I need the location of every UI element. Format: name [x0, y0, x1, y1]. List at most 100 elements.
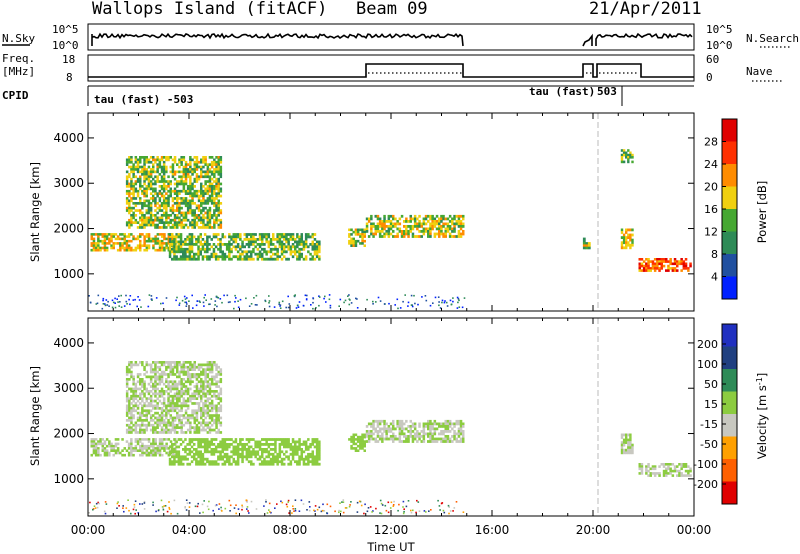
power-echo-region — [125, 156, 223, 229]
freq-strip: Freq. [MHz] 18 8 60 0 Nave — [2, 52, 782, 84]
colorbar-segment — [722, 209, 737, 232]
velocity-colorbar: 200 100 50 15 -15 -50 -100 -200 — [693, 323, 738, 505]
y-tick-label: 1000 — [53, 472, 84, 486]
nsky-line — [91, 32, 693, 47]
vel-echo-region — [90, 438, 177, 457]
nsearch-label: N.Search — [746, 32, 799, 45]
power-echo-region — [90, 233, 177, 252]
colorbar-tick-label: -15 — [700, 418, 718, 431]
cpid-mode-2-id: 503 — [597, 85, 617, 98]
colorbar-tick-label: 24 — [704, 158, 718, 171]
figure-title: Wallops Island (fitACF) — [92, 0, 327, 19]
x-tick-label: 00:00 — [677, 523, 712, 537]
velocity-echo-regions — [88, 361, 692, 515]
colorbar-segment — [722, 346, 737, 370]
colorbar-tick-label: 4 — [711, 271, 718, 284]
colorbar-segment — [722, 391, 737, 415]
colorbar-tick-label: 12 — [704, 226, 718, 239]
power-echo-regions — [88, 149, 692, 310]
nsky-strip: N.Sky 10^5 10^0 10^5 10^0 N.Search — [2, 23, 799, 52]
vel-echo-region — [348, 433, 366, 452]
y-tick-label: 2000 — [53, 222, 84, 236]
freq-tick-top: 18 — [62, 53, 75, 66]
freq-label-bottom: [MHz] — [2, 65, 35, 78]
colorbar-segment — [722, 414, 737, 437]
x-tick-label: 12:00 — [374, 523, 409, 537]
colorbar-segment — [722, 481, 737, 505]
colorbar-tick-label: 16 — [704, 203, 718, 216]
power-echo-region — [620, 228, 634, 250]
power-echo-region — [620, 149, 634, 164]
colorbar-segment — [722, 231, 737, 255]
power-y-ticks: 1000 2000 3000 4000 — [53, 131, 694, 281]
vel-echo-region — [168, 438, 321, 466]
colorbar-segment — [722, 276, 737, 300]
colorbar-segment — [722, 459, 737, 482]
colorbar-tick-label: 200 — [697, 338, 718, 351]
power-echo-region — [348, 228, 366, 247]
vel-near-range-speckle — [88, 499, 465, 515]
colorbar-tick-label: 8 — [711, 248, 718, 261]
date-label: 21/Apr/2011 — [589, 0, 702, 19]
nave-tick-top: 60 — [706, 53, 719, 66]
y-tick-label: 3000 — [53, 381, 84, 395]
colorbar-segment — [722, 324, 737, 347]
power-colorbar-label: Power [dB] — [755, 181, 769, 244]
colorbar-segment — [722, 141, 737, 165]
time-axis-label: Time UT — [366, 540, 415, 554]
cpid-label: CPID — [2, 89, 29, 102]
y-tick-label: 1000 — [53, 267, 84, 281]
vel-echo-region — [125, 361, 223, 434]
y-tick-label: 4000 — [53, 336, 84, 350]
cpid-mode-1: tau (fast) -503 — [94, 93, 193, 106]
colorbar-segment — [722, 119, 737, 142]
vel-echo-region — [620, 433, 634, 455]
colorbar-segment — [722, 254, 737, 277]
power-echo-region — [638, 258, 692, 272]
x-tick-label: 04:00 — [172, 523, 207, 537]
colorbar-segment — [722, 369, 737, 392]
y-tick-label: 2000 — [53, 427, 84, 441]
colorbar-tick-label: 15 — [704, 398, 718, 411]
power-panel: Slant Range [km] 1000 2000 3000 4000 — [28, 112, 695, 312]
x-tick-label: 16:00 — [475, 523, 510, 537]
freq-tick-bottom: 8 — [66, 71, 73, 84]
velocity-y-ticks: 1000 2000 3000 4000 — [53, 336, 694, 486]
cpid-mode-2: tau (fast) — [529, 85, 595, 98]
velocity-x-ticks: 00:00 04:00 08:00 12:00 16:00 20:00 00:00 — [71, 318, 712, 537]
colorbar-segment — [722, 164, 737, 187]
x-tick-label: 00:00 — [71, 523, 106, 537]
x-tick-label: 20:00 — [576, 523, 611, 537]
power-near-range-speckle — [88, 294, 466, 310]
colorbar-tick-label: 20 — [704, 181, 718, 194]
colorbar-segment — [722, 436, 737, 460]
colorbar-tick-label: -200 — [693, 478, 718, 491]
velocity-ylabel: Slant Range [km] — [28, 366, 42, 466]
colorbar-tick-label: -100 — [693, 458, 718, 471]
nsky-tick-top: 10^5 — [52, 23, 79, 36]
nsearch-tick-bottom: 10^0 — [706, 39, 733, 52]
vel-echo-region — [365, 419, 465, 443]
x-tick-label: 08:00 — [273, 523, 308, 537]
vel-echo-region — [638, 463, 692, 477]
nsky-tick-bottom: 10^0 — [52, 39, 79, 52]
power-echo-region — [365, 214, 465, 238]
y-tick-label: 3000 — [53, 176, 84, 190]
velocity-colorbar-label: Velocity [m s-1] — [755, 373, 769, 460]
nave-tick-bottom: 0 — [706, 71, 713, 84]
y-tick-label: 4000 — [53, 131, 84, 145]
power-echo-region — [582, 237, 591, 250]
colorbar-tick-label: 50 — [704, 378, 718, 391]
colorbar-tick-label: 28 — [704, 136, 718, 149]
colorbar-tick-label: 100 — [697, 358, 718, 371]
cpid-strip: CPID tau (fast) -503 tau (fast) 503 — [2, 85, 694, 106]
power-echo-region — [168, 233, 321, 261]
nsearch-tick-top: 10^5 — [706, 23, 733, 36]
beam-label: Beam 09 — [356, 0, 428, 19]
colorbar-tick-label: -50 — [700, 438, 718, 451]
freq-label-top: Freq. — [2, 52, 35, 65]
colorbar-segment — [722, 186, 737, 210]
nsky-label: N.Sky — [2, 32, 35, 45]
